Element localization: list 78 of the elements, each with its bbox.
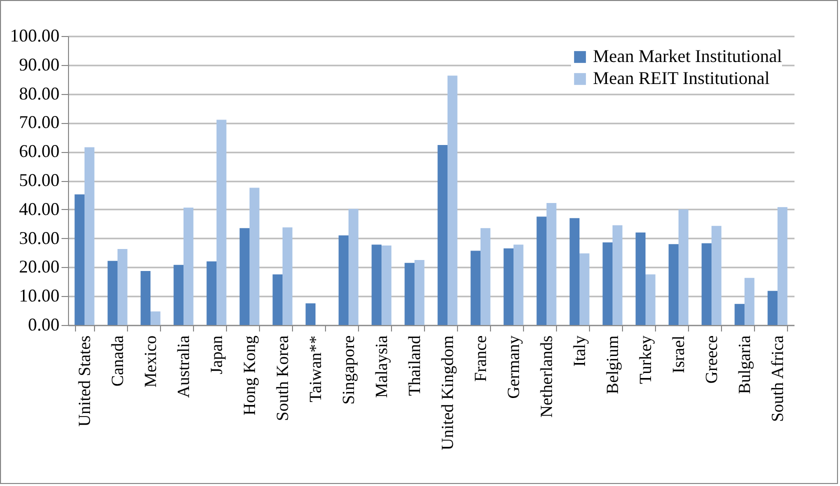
- bar: [580, 253, 590, 325]
- bar: [250, 188, 260, 325]
- bar: [570, 218, 580, 325]
- x-tick-label: Hong Kong: [240, 335, 259, 416]
- bar: [174, 264, 184, 325]
- y-tick-label: 80.00: [19, 83, 60, 104]
- x-tick-label: Thailand: [405, 335, 424, 396]
- bar: [438, 144, 448, 325]
- bar: [504, 248, 514, 325]
- bar: [282, 227, 292, 325]
- bar: [602, 242, 612, 325]
- bar: [306, 303, 316, 325]
- bar: [668, 244, 678, 325]
- bar: [414, 260, 424, 325]
- y-tick-label: 100.00: [10, 26, 60, 46]
- bar: [646, 274, 656, 325]
- y-tick-label: 0.00: [28, 314, 60, 334]
- legend-label: Mean Market Institutional: [593, 46, 782, 66]
- x-tick-label: Taiwan**: [306, 336, 325, 402]
- x-tick-label: Israel: [669, 335, 688, 374]
- bar: [636, 232, 646, 325]
- x-tick-label: Germany: [504, 335, 523, 399]
- bar: [470, 250, 480, 325]
- bar: [272, 274, 282, 325]
- bar: [744, 278, 754, 325]
- x-tick-label: Japan: [207, 335, 226, 374]
- bar: [348, 208, 358, 325]
- y-tick-label: 60.00: [19, 141, 60, 162]
- bar: [546, 203, 556, 325]
- x-tick-label: Bulgaria: [735, 335, 754, 394]
- y-tick-label: 70.00: [19, 112, 60, 132]
- legend-label: Mean REIT Institutional: [593, 68, 770, 88]
- x-tick-label: South Korea: [273, 335, 292, 421]
- bar: [734, 304, 744, 325]
- bar: [140, 270, 150, 325]
- bar: [240, 228, 250, 325]
- bar: [404, 262, 414, 325]
- x-tick-label: Mexico: [141, 336, 160, 388]
- x-tick-label: Belgium: [603, 336, 622, 394]
- x-tick-label: Turkey: [636, 335, 655, 384]
- bar: [712, 226, 722, 325]
- bar: [480, 228, 490, 325]
- x-tick-label: United Kingdom: [438, 336, 457, 450]
- y-tick-label: 10.00: [19, 286, 60, 306]
- bar: [74, 194, 84, 325]
- x-tick-label: Malaysia: [372, 335, 391, 398]
- x-tick-label: Greece: [702, 336, 721, 384]
- bar: [702, 243, 712, 325]
- bar: [678, 209, 688, 325]
- bar: [338, 235, 348, 325]
- x-tick-label: Canada: [108, 335, 127, 386]
- x-tick-label: South Africa: [768, 335, 787, 422]
- bar: [206, 261, 216, 325]
- bar: [216, 120, 226, 325]
- y-tick-label: 40.00: [19, 198, 60, 219]
- bar: [184, 208, 194, 325]
- bar: [612, 225, 622, 325]
- bar: [514, 244, 524, 325]
- bar: [536, 216, 546, 325]
- x-tick-label: Italy: [570, 335, 589, 367]
- bar: [118, 248, 128, 325]
- x-tick-label: France: [471, 336, 490, 382]
- bar: [382, 246, 392, 325]
- bar: [108, 260, 118, 325]
- bar: [778, 207, 788, 325]
- bar: [84, 147, 94, 325]
- y-tick-label: 20.00: [19, 256, 60, 277]
- y-tick-label: 90.00: [19, 54, 60, 74]
- x-tick-label: Australia: [174, 335, 193, 398]
- x-tick-label: Netherlands: [537, 336, 556, 418]
- y-tick-label: 30.00: [19, 228, 60, 248]
- bar: [768, 290, 778, 325]
- bar: [372, 244, 382, 325]
- y-tick-label: 50.00: [19, 170, 60, 190]
- x-tick-label: United States: [75, 336, 94, 427]
- x-tick-label: Singapore: [339, 336, 358, 404]
- bar: [150, 311, 160, 325]
- bar: [448, 76, 458, 325]
